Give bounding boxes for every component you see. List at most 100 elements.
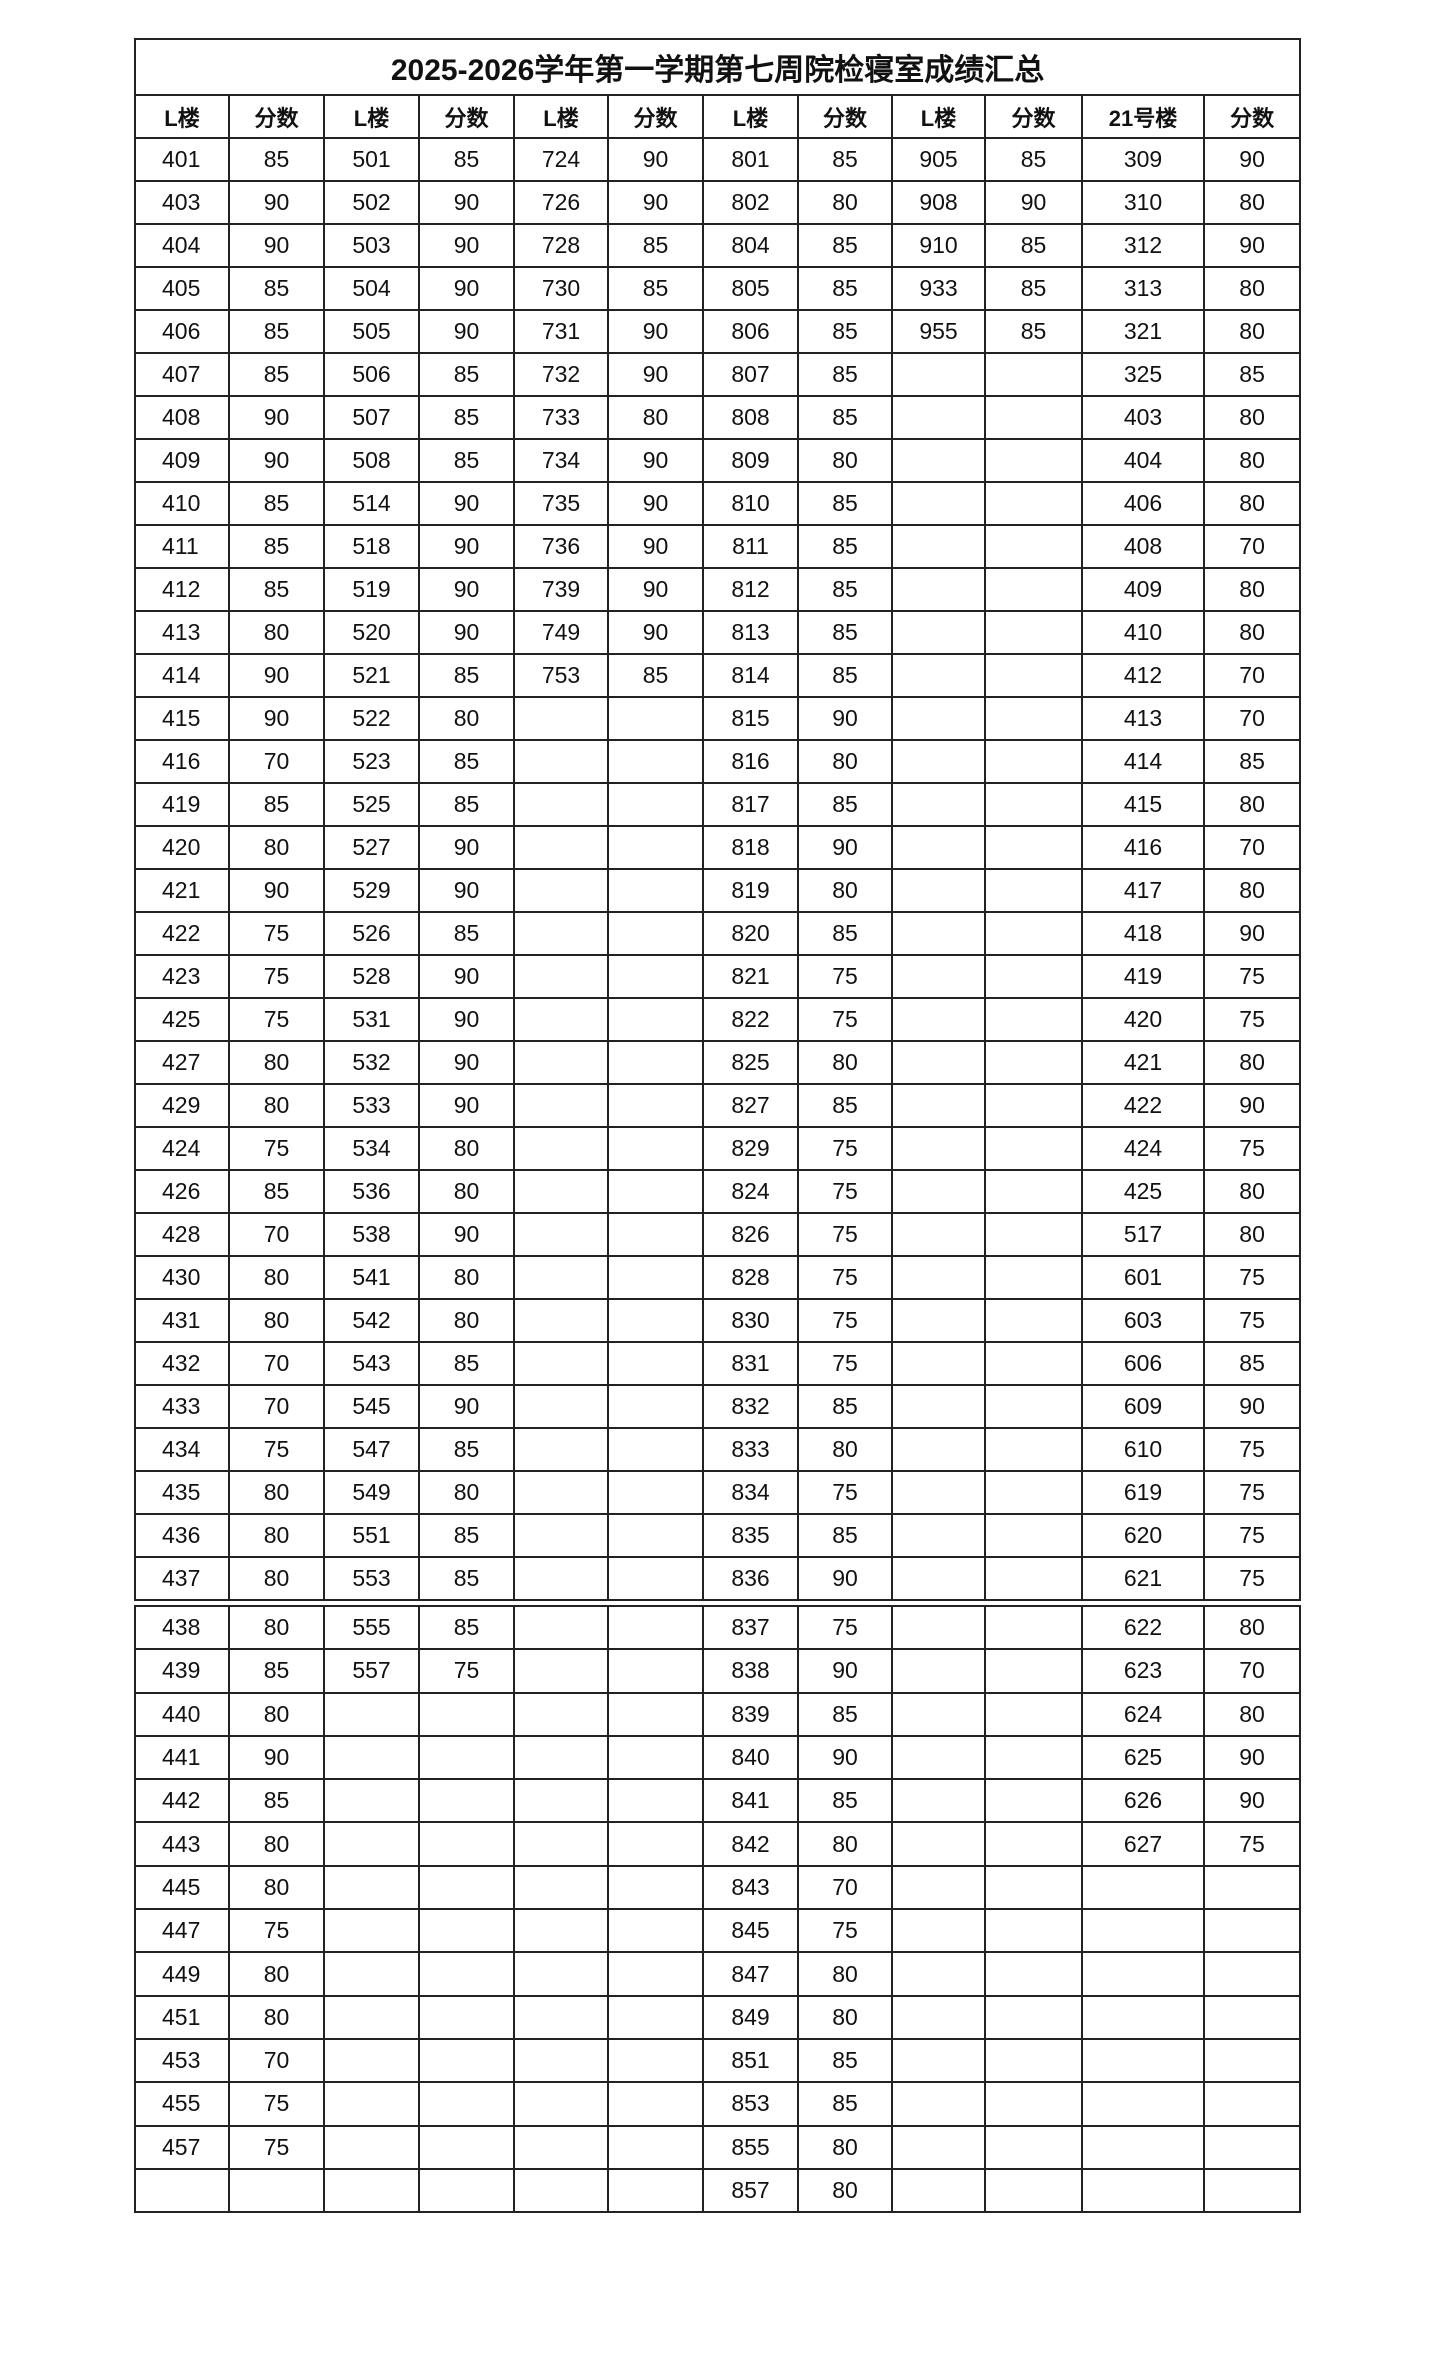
score-cell: 80 [797, 180, 893, 225]
score-cell [984, 1040, 1083, 1085]
room-number-cell: 834 [702, 1470, 799, 1515]
room-number-cell: 541 [323, 1255, 420, 1300]
room-number-cell [1081, 2081, 1205, 2127]
score-cell: 85 [418, 395, 515, 440]
score-cell: 85 [797, 1083, 893, 1128]
score-cell: 90 [797, 1734, 893, 1781]
score-cell: 90 [1203, 1734, 1301, 1781]
score-cell [607, 1384, 704, 1429]
score-cell: 80 [228, 1604, 325, 1651]
table-row: 412 85 519 90 739 90 812 85 409 80 [134, 567, 1302, 612]
room-number-cell: 736 [513, 524, 609, 569]
score-cell: 85 [797, 309, 893, 354]
score-cell [984, 1341, 1083, 1386]
room-number-cell: 428 [134, 1212, 230, 1257]
room-number-cell [323, 1908, 420, 1954]
room-number-cell [323, 2124, 420, 2170]
score-cell [984, 911, 1083, 956]
room-number-cell: 425 [134, 997, 230, 1042]
room-number-cell [891, 1212, 986, 1257]
room-number-cell: 442 [134, 1778, 230, 1824]
room-number-cell [1081, 2037, 1205, 2084]
room-number-cell: 820 [702, 911, 799, 956]
score-cell [1203, 2037, 1301, 2084]
score-table-part2: 438 80 555 85 837 75 622 80 439 85 557 75 838 90 623 70… [134, 1604, 1301, 2214]
score-cell: 85 [228, 266, 325, 311]
room-number-cell [513, 1169, 609, 1214]
room-number-cell [513, 997, 609, 1042]
room-number-cell: 411 [134, 524, 230, 569]
room-number-cell: 857 [702, 2167, 799, 2214]
room-number-cell [891, 954, 986, 999]
room-number-cell [323, 1734, 420, 1781]
score-cell [607, 2037, 704, 2084]
score-cell: 75 [797, 1126, 893, 1171]
score-cell: 70 [1202, 524, 1302, 569]
room-number-cell: 415 [134, 696, 230, 741]
room-number-cell [513, 954, 609, 999]
table-row: 449 80 847 80 [134, 1951, 1301, 1997]
room-number-cell: 905 [891, 137, 986, 182]
table-row: 425 75 531 90 822 75 420 75 [134, 997, 1302, 1042]
score-cell: 70 [1202, 653, 1302, 698]
room-number-cell: 447 [134, 1908, 230, 1954]
room-number-cell [891, 1513, 986, 1558]
score-cell: 90 [228, 1734, 325, 1781]
score-cell [1203, 2124, 1301, 2170]
room-number-cell [513, 1691, 609, 1737]
room-number-cell: 441 [134, 1734, 230, 1781]
score-cell [607, 1691, 704, 1737]
score-cell: 80 [1202, 782, 1302, 827]
room-number-cell [513, 1384, 609, 1429]
score-cell: 80 [228, 1951, 325, 1997]
sheet-title: 2025-2026学年第一学期第七周院检寝室成绩汇总 [133, 38, 1302, 96]
score-cell: 80 [797, 1821, 893, 1867]
room-number-cell: 855 [702, 2124, 799, 2170]
room-number-cell: 623 [1081, 1648, 1205, 1694]
room-number-cell [513, 1040, 609, 1085]
table-row: 414 90 521 85 753 85 814 85 412 70 [134, 653, 1302, 698]
table-row: 455 75 853 85 [134, 2081, 1301, 2127]
score-cell: 75 [1202, 1556, 1302, 1601]
score-cell [228, 2167, 325, 2214]
score-cell [607, 1083, 704, 1128]
score-cell: 90 [418, 524, 515, 569]
score-cell [984, 1169, 1083, 1214]
score-cell: 90 [418, 567, 515, 612]
score-cell: 80 [228, 1864, 325, 1911]
room-number-cell [891, 825, 986, 870]
room-number-cell: 418 [1081, 911, 1205, 956]
score-cell: 70 [797, 1864, 893, 1911]
room-number-cell [891, 1604, 986, 1651]
room-number-cell: 531 [323, 997, 420, 1042]
score-cell: 70 [1202, 696, 1302, 741]
score-cell [984, 524, 1083, 569]
score-cell [607, 868, 704, 913]
score-cell [984, 1427, 1083, 1472]
room-number-cell: 507 [323, 395, 420, 440]
room-number-cell: 438 [134, 1604, 230, 1651]
column-header-room: L楼 [891, 94, 986, 139]
table-row: 403 90 502 90 726 90 802 80 908 90 310 80 [134, 180, 1302, 225]
score-cell [984, 567, 1083, 612]
score-cell: 90 [1202, 1384, 1302, 1429]
score-cell: 80 [228, 825, 325, 870]
score-cell [984, 1384, 1083, 1429]
room-number-cell [891, 1864, 986, 1911]
score-cell: 75 [228, 1126, 325, 1171]
score-cell: 90 [228, 395, 325, 440]
room-number-cell [891, 911, 986, 956]
table-row: 434 75 547 85 833 80 610 75 [134, 1427, 1302, 1472]
score-cell: 70 [228, 1384, 325, 1429]
room-number-cell: 735 [513, 481, 609, 526]
score-cell: 85 [418, 1427, 515, 1472]
score-cell: 80 [418, 1126, 515, 1171]
score-cell: 70 [1202, 825, 1302, 870]
score-cell: 85 [797, 653, 893, 698]
score-cell: 85 [418, 137, 515, 182]
room-number-cell: 434 [134, 1427, 230, 1472]
room-number-cell: 609 [1081, 1384, 1205, 1429]
room-number-cell: 821 [702, 954, 799, 999]
score-cell: 85 [228, 567, 325, 612]
table-row: 447 75 845 75 [134, 1908, 1301, 1954]
